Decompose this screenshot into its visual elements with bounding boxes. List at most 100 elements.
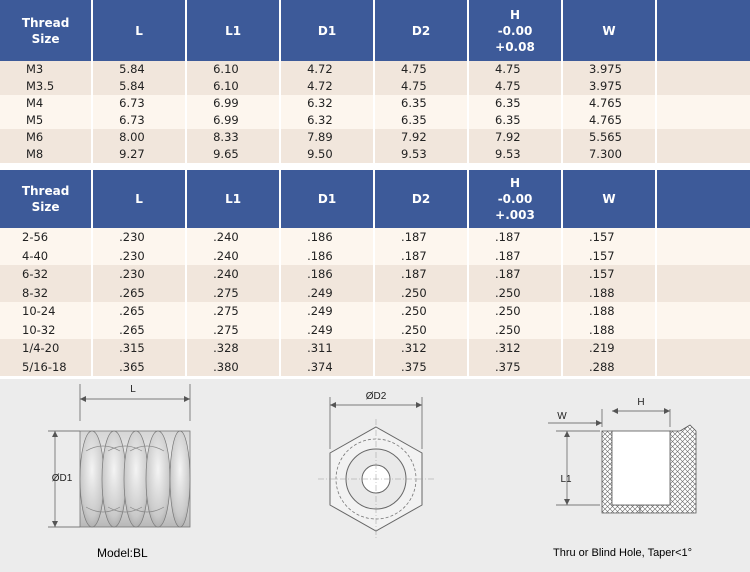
cell-w: .188: [560, 302, 656, 321]
cell-h: 6.35: [467, 95, 562, 112]
cell-l: 8.00: [91, 129, 187, 146]
cell-l1: .328: [185, 339, 281, 358]
table-row: 1/4-20.315.328.311.312.312.219: [0, 339, 750, 358]
cell-l1: 6.99: [185, 95, 281, 112]
cell-l: .265: [91, 283, 187, 302]
cell-d2: 7.92: [373, 129, 469, 146]
cell-spacer: [654, 339, 750, 358]
header-h-line3: +0.08: [495, 39, 535, 54]
cell-l: 6.73: [91, 112, 187, 129]
cell-spacer: [654, 246, 750, 265]
metric-dimension-table: Thread Size L L1 D1 D2 H -0.00 +0.08 W M…: [0, 0, 750, 163]
cell-spacer: [654, 302, 750, 321]
cell-d1: .249: [279, 320, 375, 339]
header-thread-size: Thread Size: [0, 0, 93, 61]
cell-spacer: [654, 95, 750, 112]
dim-w-label: W: [557, 411, 567, 422]
header-thread-size-line2: Size: [31, 31, 60, 46]
table-row: M6 8.00 8.33 7.89 7.92 7.92 5.565: [0, 129, 750, 146]
cell-spacer: [654, 146, 750, 163]
cell-w: 4.765: [560, 112, 656, 129]
header-l1: L1: [185, 0, 281, 61]
cell-size: 2-56: [0, 228, 93, 247]
hole-view-caption: Thru or Blind Hole, Taper<1°: [553, 547, 692, 559]
cell-size: 10-32: [0, 320, 93, 339]
header-d1: D1: [279, 0, 375, 61]
cell-w: .157: [560, 246, 656, 265]
cell-d2: .187: [373, 228, 469, 247]
cell-w: 3.975: [560, 61, 656, 78]
cell-w: .157: [560, 265, 656, 284]
cell-spacer: [654, 265, 750, 284]
cell-l1: .275: [185, 302, 281, 321]
header-d2: D2: [373, 170, 469, 228]
header-h-line1: H: [509, 7, 521, 22]
header-l: L: [91, 0, 187, 61]
header-l: L: [91, 170, 187, 228]
cell-l: 6.73: [91, 95, 187, 112]
cell-d1: .374: [279, 357, 375, 376]
cell-size: 5/16-18: [0, 357, 93, 376]
cell-size: M3.5: [0, 78, 93, 95]
cell-d1: 4.72: [279, 61, 375, 78]
header-h-line2: -0.00: [497, 192, 533, 206]
cell-spacer: [654, 112, 750, 129]
inch-dimension-table: Thread Size L L1 D1 D2 H -0.00 +.003 W 2…: [0, 170, 750, 376]
header-h-line1: H: [509, 176, 521, 190]
side-view-caption: Model:BL: [97, 546, 148, 560]
cell-l: 5.84: [91, 78, 187, 95]
cell-d1: 6.32: [279, 95, 375, 112]
cell-l: .230: [91, 246, 187, 265]
cell-h: .312: [467, 339, 562, 358]
cell-w: .188: [560, 320, 656, 339]
cell-h: .250: [467, 302, 562, 321]
cell-d2: 4.75: [373, 78, 469, 95]
cell-d2: 6.35: [373, 95, 469, 112]
cell-h: .250: [467, 320, 562, 339]
cell-h: .375: [467, 357, 562, 376]
header-h: H -0.00 +.003: [467, 170, 562, 228]
table-row: M5 6.73 6.99 6.32 6.35 6.35 4.765: [0, 112, 750, 129]
dim-d2-label: ØD2: [366, 391, 387, 402]
cell-l1: .380: [185, 357, 281, 376]
cell-l: 5.84: [91, 61, 187, 78]
cell-l: .265: [91, 302, 187, 321]
table-row: 2-56.230.240.186.187.187.157: [0, 228, 750, 247]
technical-drawings: L ØD1 Model:BL: [48, 384, 697, 560]
cell-d2: .187: [373, 265, 469, 284]
cell-l: 9.27: [91, 146, 187, 163]
table-row: 4-40.230.240.186.187.187.157: [0, 246, 750, 265]
cell-d1: 6.32: [279, 112, 375, 129]
cell-l1: 9.65: [185, 146, 281, 163]
cell-l: .230: [91, 228, 187, 247]
table-row: M3 5.84 6.10 4.72 4.75 4.75 3.975: [0, 61, 750, 78]
cell-size: 8-32: [0, 283, 93, 302]
cell-l1: .275: [185, 283, 281, 302]
cell-d2: .250: [373, 283, 469, 302]
header-l1: L1: [185, 170, 281, 228]
cell-w: .288: [560, 357, 656, 376]
dim-d1-label: ØD1: [52, 473, 73, 484]
table-row: M4 6.73 6.99 6.32 6.35 6.35 4.765: [0, 95, 750, 112]
cell-d2: .312: [373, 339, 469, 358]
cell-size: 4-40: [0, 246, 93, 265]
cell-l1: .240: [185, 246, 281, 265]
table-row: M3.5 5.84 6.10 4.72 4.75 4.75 3.975: [0, 78, 750, 95]
cell-h: 4.75: [467, 78, 562, 95]
header-thread-size-line1: Thread: [21, 15, 70, 30]
table-row: 10-24.265.275.249.250.250.188: [0, 302, 750, 321]
cell-h: .187: [467, 228, 562, 247]
cell-w: 7.300: [560, 146, 656, 163]
header-thread-size-line2: Size: [31, 200, 60, 214]
header-d1: D1: [279, 170, 375, 228]
cell-w: 5.565: [560, 129, 656, 146]
cell-size: 6-32: [0, 265, 93, 284]
cell-h: .187: [467, 246, 562, 265]
header-spacer: [654, 0, 750, 61]
insert-top-view: ØD2: [318, 391, 434, 539]
cell-d2: .375: [373, 357, 469, 376]
cell-d2: .250: [373, 320, 469, 339]
cell-w: .157: [560, 228, 656, 247]
cell-w: .188: [560, 283, 656, 302]
cell-l1: .275: [185, 320, 281, 339]
